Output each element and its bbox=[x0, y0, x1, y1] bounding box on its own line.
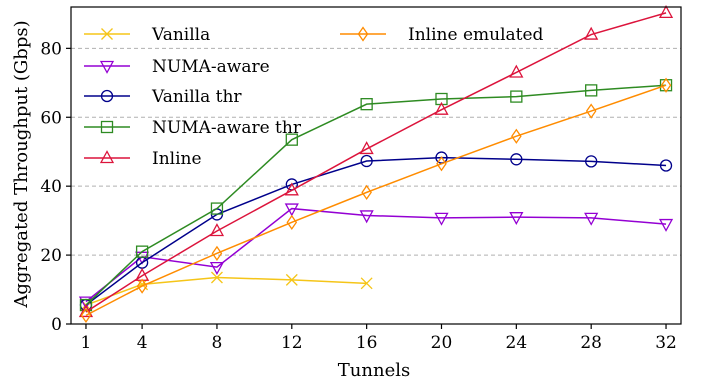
series-line bbox=[85, 276, 367, 306]
y-tick-label: 80 bbox=[40, 39, 62, 59]
data-point bbox=[660, 77, 672, 93]
legend-marker bbox=[357, 26, 369, 42]
series-numa-aware bbox=[78, 203, 674, 310]
legend-label: NUMA-aware thr bbox=[152, 118, 302, 138]
data-point bbox=[210, 271, 223, 284]
legend-label: Inline bbox=[152, 149, 202, 169]
data-point bbox=[511, 128, 522, 144]
data-point bbox=[658, 5, 674, 19]
data-point bbox=[286, 214, 298, 230]
data-point bbox=[585, 103, 597, 119]
data-point bbox=[284, 203, 299, 217]
legend: Vanilla NUMA-aware Vanilla thr NUMA-aware t… bbox=[84, 25, 544, 169]
legend-entry: NUMA-aware bbox=[84, 57, 270, 77]
legend-entry: Inline emulated bbox=[340, 25, 544, 45]
data-point bbox=[80, 307, 92, 324]
legend-label: Vanilla thr bbox=[151, 87, 242, 107]
gridlines bbox=[71, 47, 681, 256]
series-line bbox=[85, 84, 667, 306]
legend-marker bbox=[100, 89, 114, 103]
data-point bbox=[585, 155, 598, 168]
y-tick-label: 60 bbox=[40, 108, 62, 128]
plot-series bbox=[78, 5, 674, 324]
legend-entry: Vanilla thr bbox=[84, 87, 242, 107]
legend-marker bbox=[101, 28, 113, 40]
legend-entry: Inline bbox=[84, 149, 202, 169]
data-point bbox=[135, 245, 149, 258]
series-inline-emulated bbox=[80, 77, 672, 324]
x-tick-label: 20 bbox=[431, 333, 453, 353]
tick-labels: 1 4 8 12 16 20 24 28 32 0 20 40 60 80 bbox=[40, 39, 676, 353]
data-point bbox=[585, 84, 598, 97]
legend-marker bbox=[99, 60, 115, 74]
data-point bbox=[209, 261, 225, 276]
data-point bbox=[361, 184, 372, 201]
data-point bbox=[584, 26, 599, 40]
data-point bbox=[509, 64, 524, 78]
legend-entry: NUMA-aware thr bbox=[84, 118, 302, 138]
data-point bbox=[510, 90, 523, 103]
y-tick-label: 40 bbox=[40, 177, 62, 197]
data-point bbox=[284, 182, 299, 196]
legend-label: Inline emulated bbox=[408, 25, 544, 45]
data-point bbox=[584, 212, 599, 226]
y-tick-label: 0 bbox=[51, 315, 62, 335]
data-point bbox=[79, 298, 93, 312]
data-point bbox=[658, 218, 674, 232]
series-vanilla bbox=[80, 271, 373, 312]
x-tick-label: 32 bbox=[655, 333, 677, 353]
data-point bbox=[436, 156, 447, 172]
legend-label: Vanilla bbox=[151, 25, 210, 45]
data-point bbox=[210, 202, 224, 215]
legend-marker bbox=[100, 120, 114, 134]
data-point bbox=[211, 245, 223, 262]
data-point bbox=[659, 159, 673, 172]
data-point bbox=[209, 223, 225, 237]
data-point bbox=[78, 304, 94, 318]
x-tick-label: 24 bbox=[506, 333, 528, 353]
data-point bbox=[434, 212, 449, 226]
data-point bbox=[359, 210, 374, 224]
data-point bbox=[510, 153, 523, 166]
data-point bbox=[509, 212, 524, 226]
x-axis-label: Tunnels bbox=[338, 360, 410, 381]
series-vanilla-thr bbox=[79, 151, 673, 312]
x-tick-label: 28 bbox=[580, 333, 602, 353]
legend-entry: Vanilla bbox=[84, 25, 210, 45]
legend-marker bbox=[99, 150, 115, 164]
x-tick-label: 4 bbox=[137, 333, 148, 353]
y-axis-label: Aggregated Throughput (Gbps) bbox=[11, 20, 32, 308]
data-point bbox=[359, 141, 374, 155]
data-point bbox=[285, 133, 298, 146]
series-line bbox=[85, 12, 667, 313]
legend-label: NUMA-aware bbox=[152, 57, 270, 77]
data-point bbox=[360, 154, 373, 168]
data-point bbox=[434, 101, 449, 115]
data-point bbox=[360, 98, 373, 111]
series-line bbox=[85, 156, 667, 306]
series-line bbox=[85, 84, 667, 317]
axes bbox=[66, 6, 682, 329]
data-point bbox=[360, 277, 373, 290]
plot-frame bbox=[70, 6, 682, 325]
x-tick-label: 12 bbox=[281, 333, 303, 353]
x-tick-label: 1 bbox=[81, 333, 92, 353]
y-tick-label: 20 bbox=[40, 246, 62, 266]
data-point bbox=[285, 273, 298, 286]
x-tick-label: 16 bbox=[356, 333, 378, 353]
x-tick-label: 8 bbox=[212, 333, 223, 353]
data-point bbox=[136, 278, 148, 294]
